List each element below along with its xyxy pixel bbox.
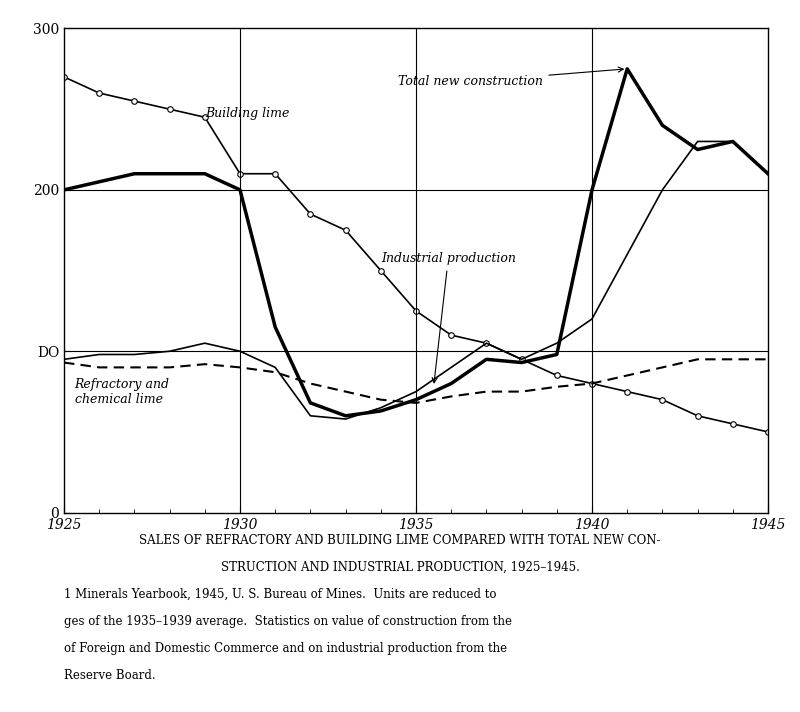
Text: Reserve Board.: Reserve Board. — [64, 669, 156, 682]
Text: ges of the 1935–1939 average.  Statistics on value of construction from the: ges of the 1935–1939 average. Statistics… — [64, 615, 512, 628]
Text: Total new construction: Total new construction — [398, 67, 623, 88]
Text: 1 Minerals Yearbook, 1945, U. S. Bureau of Mines.  Units are reduced to: 1 Minerals Yearbook, 1945, U. S. Bureau … — [64, 588, 497, 601]
Text: of Foreign and Domestic Commerce and on industrial production from the: of Foreign and Domestic Commerce and on … — [64, 642, 507, 655]
Text: Industrial production: Industrial production — [381, 253, 516, 383]
Text: STRUCTION AND INDUSTRIAL PRODUCTION, 1925–1945.: STRUCTION AND INDUSTRIAL PRODUCTION, 192… — [221, 561, 579, 574]
Text: SALES OF REFRACTORY AND BUILDING LIME COMPARED WITH TOTAL NEW CON-: SALES OF REFRACTORY AND BUILDING LIME CO… — [139, 534, 661, 547]
Text: Refractory and
chemical lime: Refractory and chemical lime — [74, 378, 170, 406]
Text: Building lime: Building lime — [205, 108, 289, 120]
